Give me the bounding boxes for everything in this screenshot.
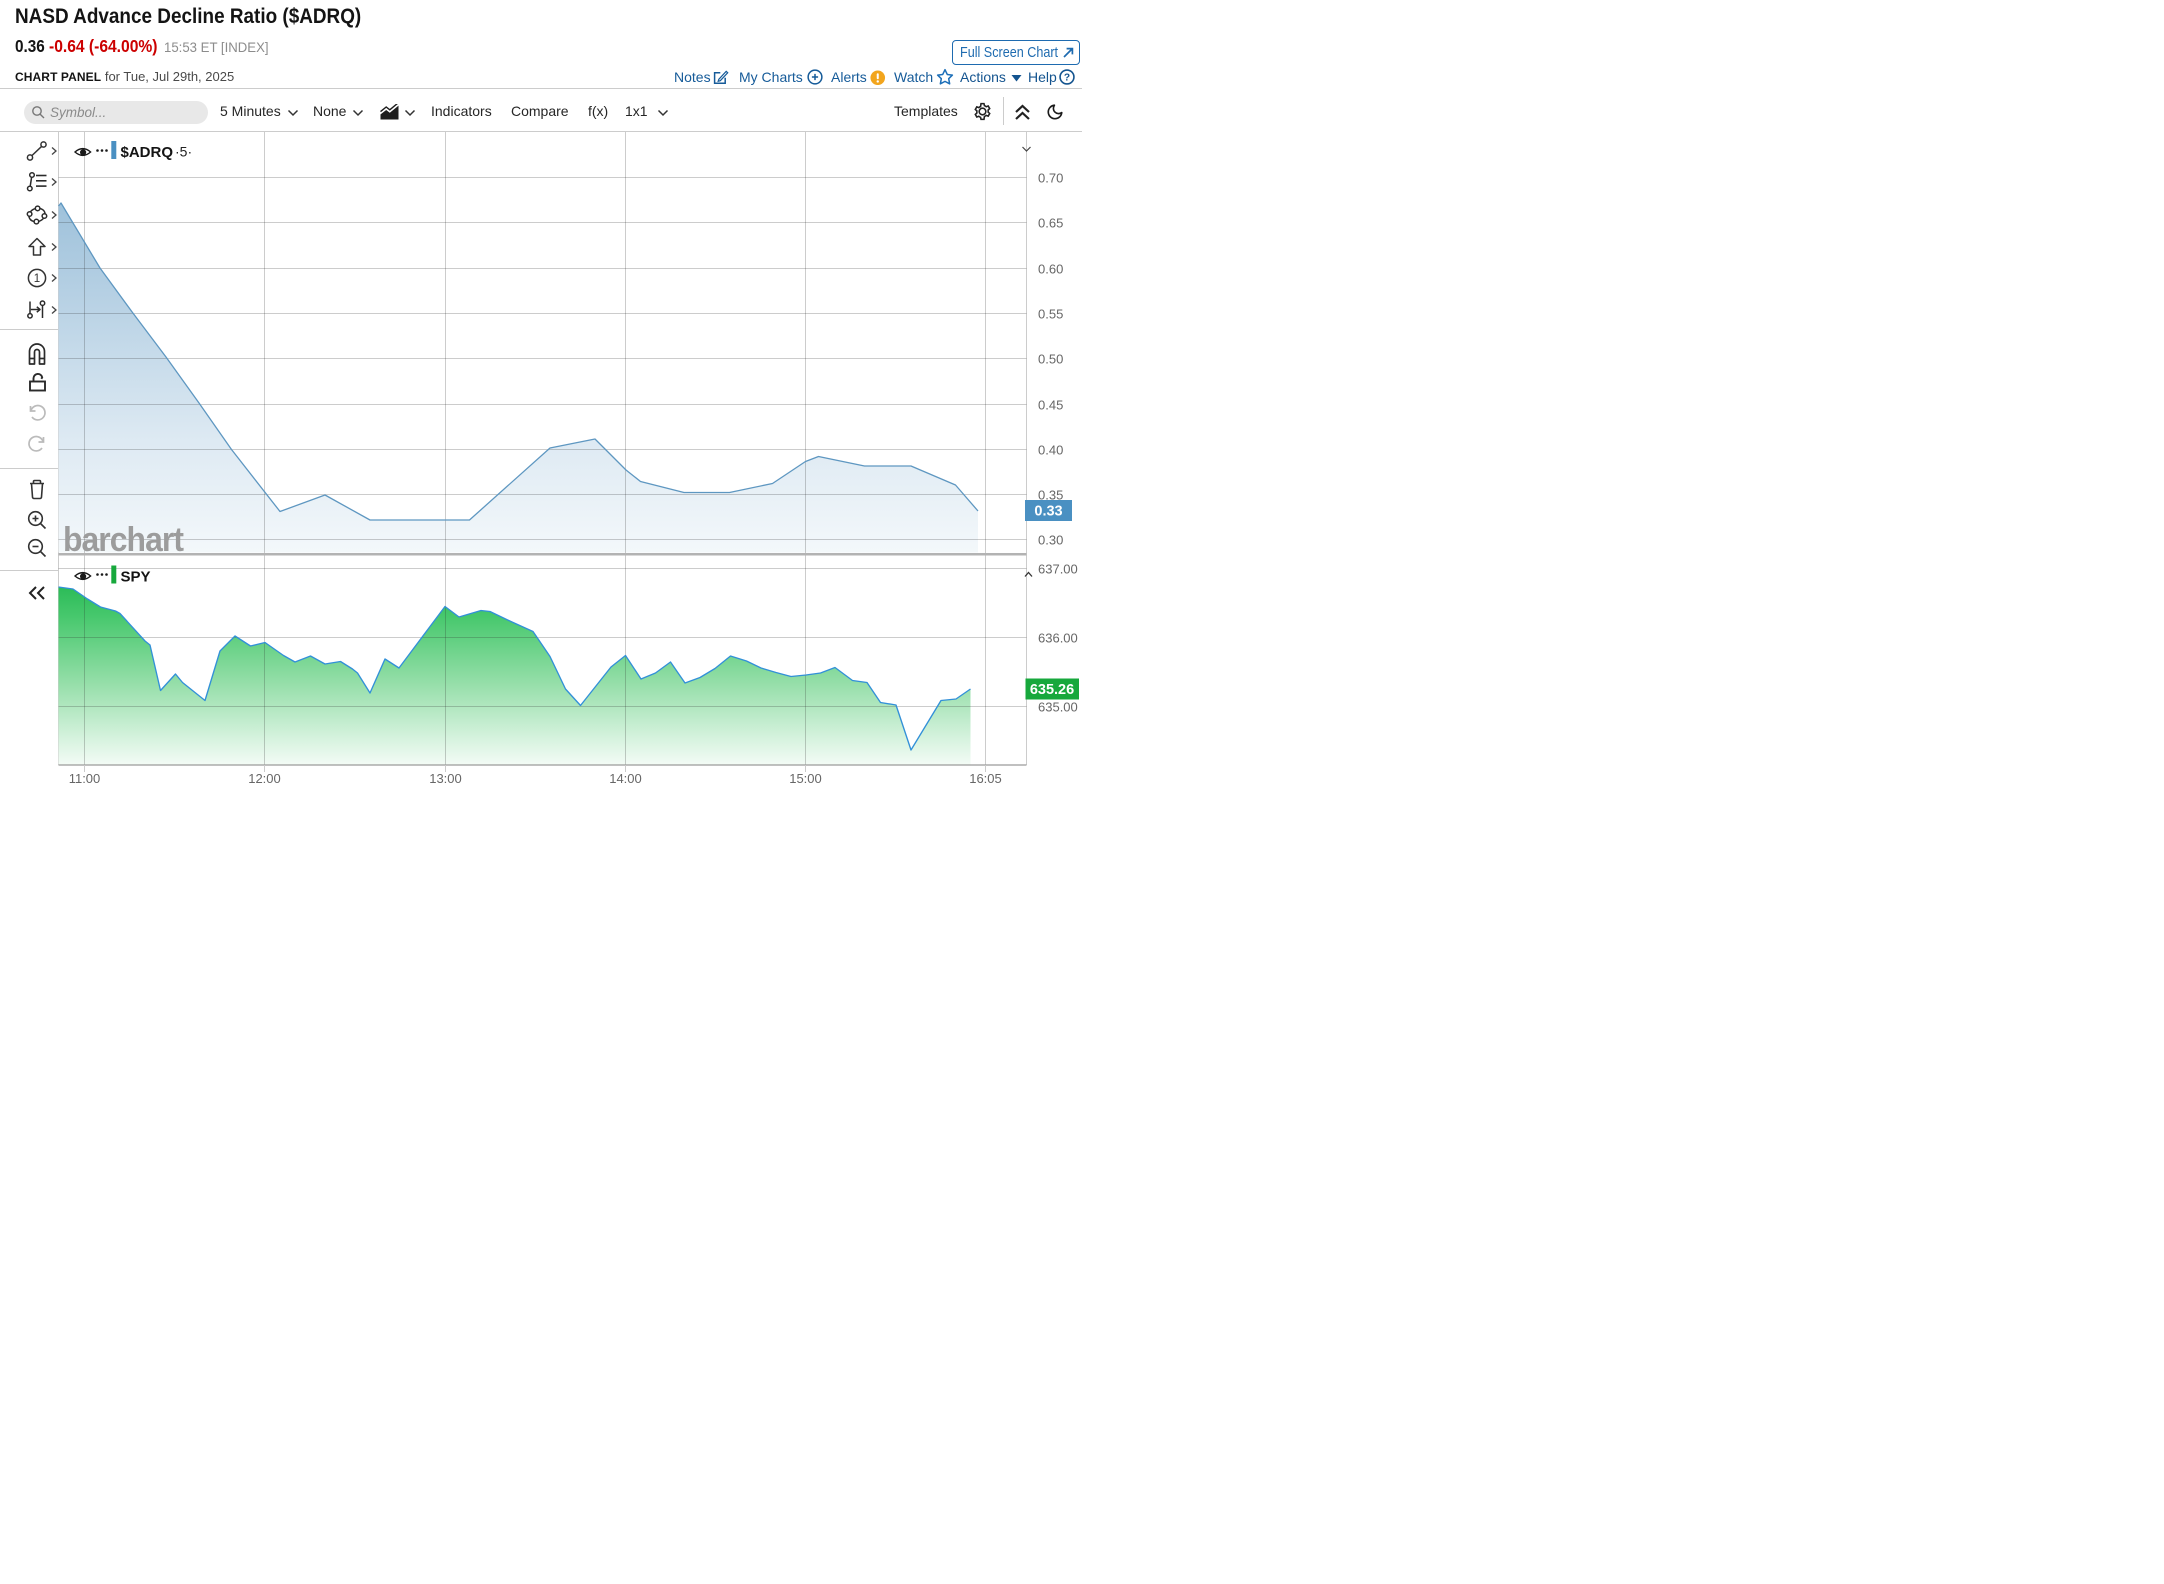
svg-text:0.35: 0.35 [1038, 488, 1063, 503]
svg-text:13:00: 13:00 [429, 771, 462, 786]
svg-text:0.70: 0.70 [1038, 171, 1063, 186]
svg-text:14:00: 14:00 [609, 771, 642, 786]
svg-text:barchart: barchart [63, 521, 184, 559]
svg-text:SPY: SPY [121, 569, 151, 586]
svg-text:12:00: 12:00 [248, 771, 281, 786]
svg-text:0.55: 0.55 [1038, 307, 1063, 322]
svg-text:0.60: 0.60 [1038, 262, 1063, 277]
svg-text:15:00: 15:00 [789, 771, 822, 786]
svg-text:0.45: 0.45 [1038, 398, 1063, 413]
svg-text:637.00: 637.00 [1038, 562, 1078, 577]
svg-text:0.30: 0.30 [1038, 533, 1063, 548]
svg-text:0.65: 0.65 [1038, 216, 1063, 231]
svg-text:11:00: 11:00 [69, 771, 101, 786]
svg-text:?: ? [1064, 73, 1070, 84]
svg-text:0.50: 0.50 [1038, 352, 1063, 367]
svg-text:1: 1 [34, 273, 40, 285]
svg-text:·5·: ·5· [175, 144, 192, 160]
svg-text:0.40: 0.40 [1038, 443, 1063, 458]
svg-text:$ADRQ: $ADRQ [121, 144, 174, 161]
svg-text:635.00: 635.00 [1038, 700, 1078, 715]
svg-text:0.33: 0.33 [1034, 504, 1062, 520]
svg-text:635.26: 635.26 [1030, 682, 1074, 698]
svg-text:16:05: 16:05 [969, 771, 1002, 786]
svg-text:636.00: 636.00 [1038, 631, 1078, 646]
